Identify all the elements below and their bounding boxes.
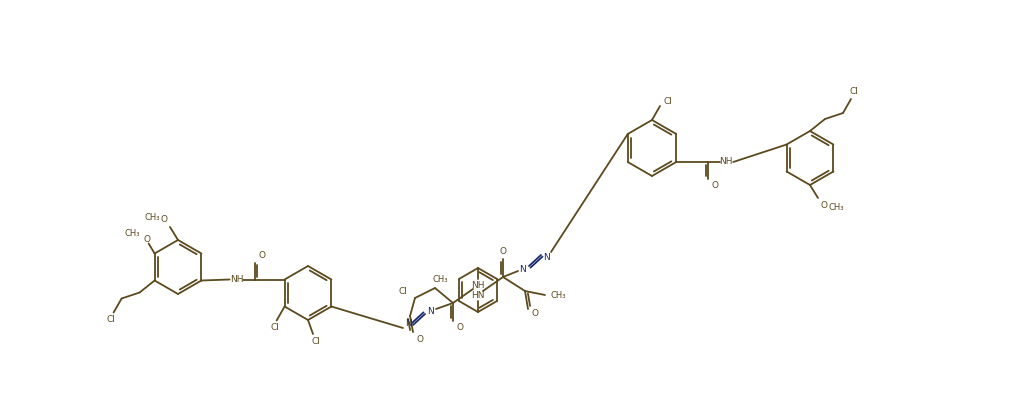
- Text: HN: HN: [472, 290, 485, 300]
- Text: Cl: Cl: [311, 337, 320, 346]
- Text: O: O: [143, 235, 150, 244]
- Text: CH₃: CH₃: [432, 275, 447, 283]
- Text: N: N: [427, 307, 434, 315]
- Text: N: N: [405, 319, 411, 327]
- Text: N: N: [542, 253, 549, 262]
- Text: O: O: [500, 248, 506, 257]
- Text: O: O: [820, 201, 827, 210]
- Text: CH₃: CH₃: [550, 290, 566, 300]
- Text: NH: NH: [230, 275, 243, 284]
- Text: Cl: Cl: [399, 287, 407, 297]
- Text: O: O: [457, 324, 464, 332]
- Text: CH₃: CH₃: [144, 213, 160, 221]
- Text: O: O: [712, 181, 719, 191]
- Text: NH: NH: [472, 280, 485, 290]
- Text: Cl: Cl: [106, 315, 115, 324]
- Text: O: O: [259, 251, 265, 260]
- Text: N: N: [519, 265, 526, 273]
- Text: Cl: Cl: [664, 97, 673, 106]
- Text: Cl: Cl: [271, 323, 279, 332]
- Text: Cl: Cl: [849, 87, 858, 97]
- Text: O: O: [416, 335, 423, 344]
- Text: CH₃: CH₃: [828, 203, 843, 211]
- Text: O: O: [161, 215, 168, 225]
- Text: NH: NH: [719, 158, 733, 166]
- Text: O: O: [531, 309, 538, 317]
- Text: CH₃: CH₃: [125, 229, 140, 238]
